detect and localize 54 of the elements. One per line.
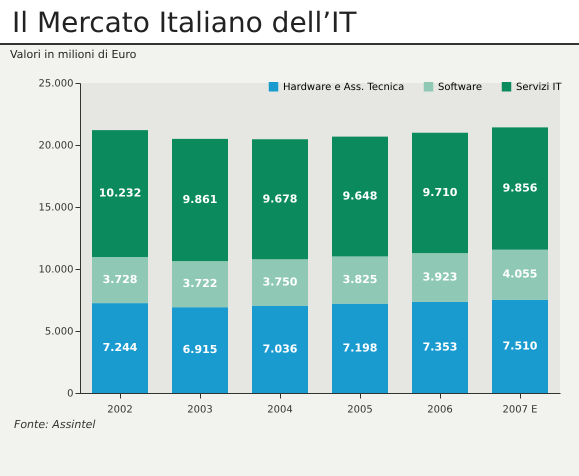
data-label: 7.036	[262, 342, 298, 356]
bar	[252, 259, 308, 306]
legend-label: Servizi IT	[516, 82, 562, 93]
bar	[92, 256, 148, 304]
data-label: 6.915	[182, 343, 218, 356]
data-label: 7.198	[342, 341, 378, 354]
bar	[172, 138, 228, 262]
data-label: 3.722	[182, 277, 218, 290]
data-label: 3.728	[102, 273, 138, 286]
data-label: 7.510	[502, 339, 538, 352]
bar	[492, 300, 548, 393]
data-label: 7.353	[422, 340, 458, 354]
legend-label: Hardware e Ass. Tecnica	[283, 82, 404, 93]
bar	[412, 253, 468, 302]
data-label: 3.825	[342, 273, 378, 286]
y-tick-label: 15.000	[38, 202, 74, 214]
x-tick-label: 2002	[107, 404, 133, 416]
bar	[332, 304, 388, 393]
bar	[492, 250, 548, 300]
x-tick-label: 2003	[187, 404, 213, 416]
bar	[492, 127, 548, 250]
y-tick-label: 25.000	[38, 78, 74, 90]
source-note: Fonte: Assintel	[13, 418, 96, 431]
x-tick-label: 2006	[427, 404, 453, 416]
data-label: 9.856	[502, 181, 538, 194]
x-tick-label: 2007 E	[502, 404, 538, 416]
bar	[412, 302, 468, 393]
data-label: 3.750	[262, 276, 298, 289]
chart-subtitle: Valori in milioni di Euro	[10, 48, 137, 61]
bar	[172, 261, 228, 308]
data-label: 3.923	[422, 270, 458, 284]
bar	[172, 307, 228, 393]
bar	[412, 132, 468, 254]
data-label: 9.648	[342, 189, 378, 202]
data-label: 9.710	[422, 186, 458, 199]
bar	[92, 130, 148, 257]
y-tick-label: 5.000	[44, 326, 74, 338]
bar	[332, 256, 388, 304]
bar	[252, 139, 308, 260]
bar	[332, 136, 388, 256]
x-tick-label: 2005	[347, 404, 373, 416]
data-label: 9.861	[182, 192, 218, 206]
y-tick-label: 20.000	[38, 140, 74, 152]
y-tick-label: 10.000	[38, 264, 74, 276]
legend-label: Software	[438, 82, 482, 93]
data-label: 10.232	[98, 186, 142, 200]
chart-title: Il Mercato Italiano dell’IT	[0, 0, 579, 45]
bar	[252, 306, 308, 393]
data-label: 9.678	[262, 192, 298, 206]
data-label: 7.244	[102, 341, 138, 354]
bar	[92, 303, 148, 393]
y-tick-label: 0	[67, 388, 74, 400]
x-tick-label: 2004	[267, 404, 293, 416]
data-label: 4.055	[502, 268, 538, 281]
